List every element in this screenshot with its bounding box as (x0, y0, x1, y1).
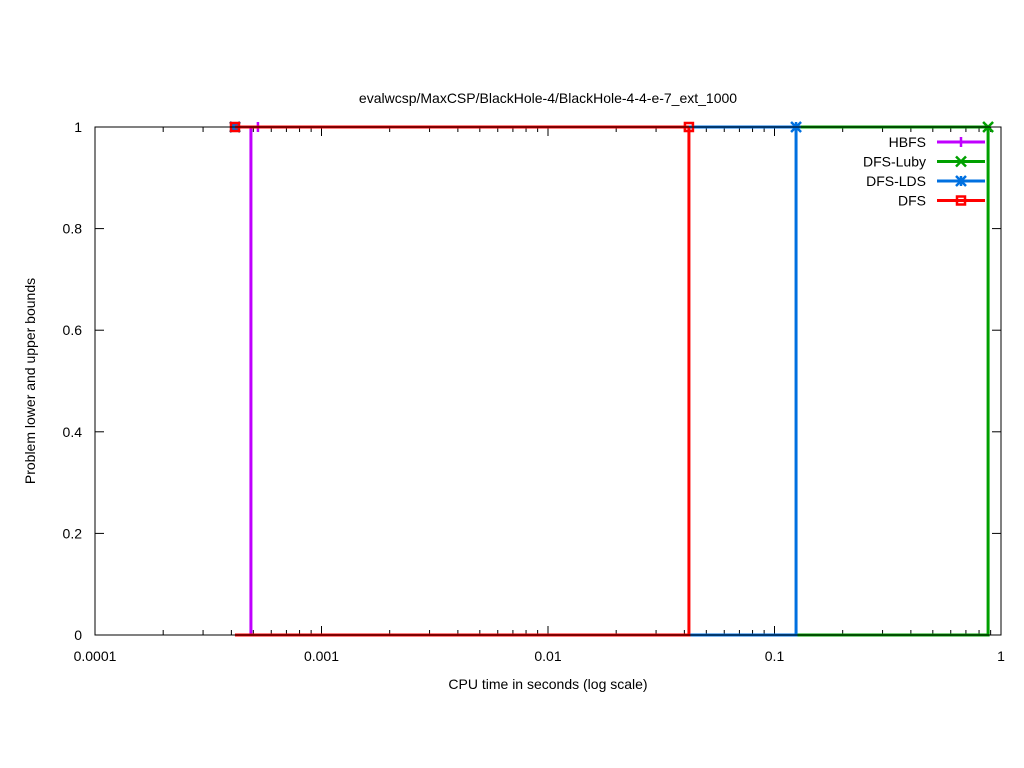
star-marker (955, 175, 967, 187)
plot-series (229, 121, 994, 637)
plus-marker (956, 137, 966, 147)
chart-title: evalwcsp/MaxCSP/BlackHole-4/BlackHole-4-… (359, 90, 737, 106)
axes: 0.0001 0.001 0.01 0.1 1 0 0.2 0.4 0.6 0.8 1 (63, 119, 1006, 664)
y-tick-label: 0.2 (63, 525, 83, 541)
cross-marker (955, 155, 967, 168)
series-dfs-lds (229, 121, 802, 637)
x-axis-label: CPU time in seconds (log scale) (448, 676, 647, 692)
x-tick-label: 0.0001 (74, 648, 117, 664)
y-axis-label: Problem lower and upper bounds (22, 278, 38, 484)
x-tick-label: 0.001 (304, 648, 339, 664)
legend-label: DFS (898, 193, 926, 209)
lower-bound-line (234, 127, 691, 637)
y-tick-label: 0.8 (63, 221, 83, 237)
series-hbfs (229, 122, 263, 637)
box-marker (955, 195, 967, 206)
plot-border (94, 126, 1002, 636)
legend: HBFS DFS-Luby DFS-LDS DFS (863, 134, 985, 209)
star-marker-icon (955, 175, 967, 187)
x-tick-label: 0.01 (534, 648, 561, 664)
y-tick-label: 0.6 (63, 322, 83, 338)
box-marker-icon (955, 195, 967, 206)
lower-bound-line (234, 127, 798, 637)
plus-marker-icon (956, 137, 966, 147)
series-dfs-luby (229, 121, 994, 637)
y-tick-label: 0 (74, 627, 82, 643)
lower-bound-line (234, 127, 990, 637)
x-tick-label: 0.1 (765, 648, 785, 664)
y-tick-label: 0.4 (63, 424, 83, 440)
cross-marker-icon (955, 155, 967, 168)
x-tick-label: 1 (997, 648, 1005, 664)
legend-label: DFS-Luby (863, 154, 926, 170)
lower-bound-line (234, 127, 253, 637)
legend-label: HBFS (889, 134, 926, 150)
legend-label: DFS-LDS (866, 173, 926, 189)
series-dfs (229, 121, 695, 637)
y-tick-label: 1 (74, 119, 82, 135)
